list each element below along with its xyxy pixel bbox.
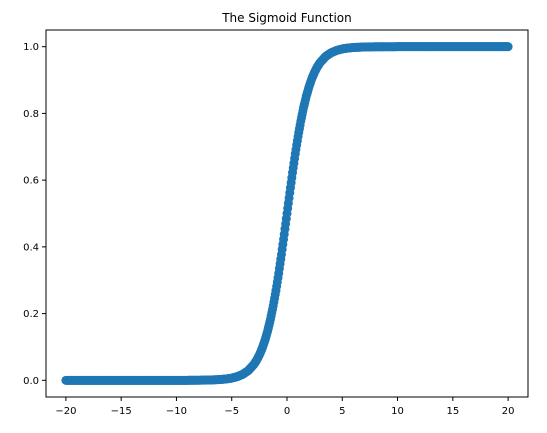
x-tick-label: 10 <box>391 406 404 417</box>
y-tick-label: 0.6 <box>23 176 39 187</box>
x-tick-label: 0 <box>284 406 290 417</box>
x-tick-label: −15 <box>111 406 132 417</box>
x-tick-label: −5 <box>224 406 239 417</box>
scatter-points <box>61 42 513 385</box>
chart-title: The Sigmoid Function <box>221 11 352 25</box>
y-tick-label: 0.4 <box>23 242 39 253</box>
x-tick-label: −10 <box>166 406 187 417</box>
x-tick-label: 5 <box>339 406 345 417</box>
x-axis: −20 −15 −10 −5 0 5 10 15 20 <box>55 397 514 417</box>
y-tick-label: 0.2 <box>23 309 39 320</box>
x-tick-label: −20 <box>55 406 76 417</box>
y-axis: 0.0 0.2 0.4 0.6 0.8 1.0 <box>23 42 46 387</box>
y-tick-label: 1.0 <box>23 42 39 53</box>
y-tick-label: 0.0 <box>23 376 39 387</box>
y-tick-label: 0.8 <box>23 109 39 120</box>
x-tick-label: 20 <box>502 406 515 417</box>
x-tick-label: 15 <box>446 406 459 417</box>
scatter-point <box>503 42 513 52</box>
